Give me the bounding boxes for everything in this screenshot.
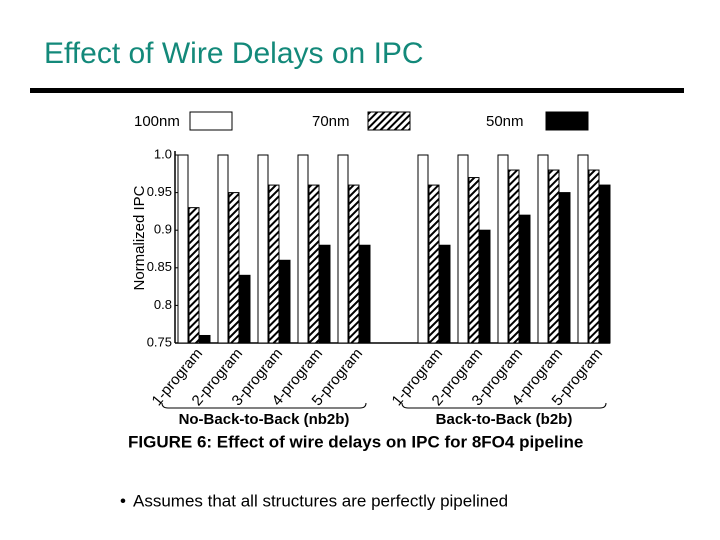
bar <box>417 154 429 344</box>
title-rule <box>30 88 684 93</box>
caption: FIGURE 6: Effect of wire delays on IPC f… <box>128 432 583 451</box>
y-tick-label: 0.95 <box>147 184 172 199</box>
bar <box>308 184 320 344</box>
bar <box>457 154 469 344</box>
bar <box>268 184 280 344</box>
legend-label: 50nm <box>486 113 524 130</box>
legend-swatch <box>189 111 233 131</box>
bar <box>548 169 560 344</box>
bar <box>177 154 189 344</box>
bar <box>468 177 480 344</box>
y-tick-label: 0.85 <box>147 259 172 274</box>
bar <box>508 169 520 344</box>
legend-swatch <box>367 111 411 131</box>
bar <box>497 154 509 344</box>
y-tick-label: 0.8 <box>154 297 172 312</box>
bar <box>599 184 611 344</box>
bar <box>217 154 229 344</box>
bar <box>199 334 211 344</box>
bar <box>577 154 589 344</box>
bar <box>297 154 309 344</box>
bar <box>188 207 200 344</box>
group-brace <box>161 402 367 409</box>
bar <box>228 192 240 344</box>
bar <box>479 229 491 344</box>
y-axis-label: Normalized IPC <box>131 185 148 290</box>
bar <box>428 184 440 344</box>
bar <box>588 169 600 344</box>
group-brace <box>401 402 607 409</box>
group-label: Back-to-Back (b2b) <box>436 411 573 428</box>
legend-label: 70nm <box>312 113 350 130</box>
legend-label: 100nm <box>134 113 180 130</box>
bar <box>519 214 531 344</box>
bar <box>537 154 549 344</box>
bar <box>559 192 571 344</box>
bar <box>257 154 269 344</box>
y-tick-label: 0.9 <box>154 222 172 237</box>
bullet-dot: • <box>120 491 126 510</box>
bar <box>319 244 331 344</box>
y-tick-label: 1.0 <box>154 146 172 161</box>
bar <box>239 274 251 344</box>
bar <box>439 244 451 344</box>
bar <box>348 184 360 344</box>
slide-title: Effect of Wire Delays on IPC <box>44 37 424 70</box>
legend-swatch <box>545 111 589 131</box>
bullet-text: Assumes that all structures are perfectl… <box>133 491 508 510</box>
bar <box>279 259 291 344</box>
bar <box>359 244 371 344</box>
group-label: No-Back-to-Back (nb2b) <box>179 411 350 428</box>
y-tick-label: 0.75 <box>147 334 172 349</box>
bar <box>337 154 349 344</box>
